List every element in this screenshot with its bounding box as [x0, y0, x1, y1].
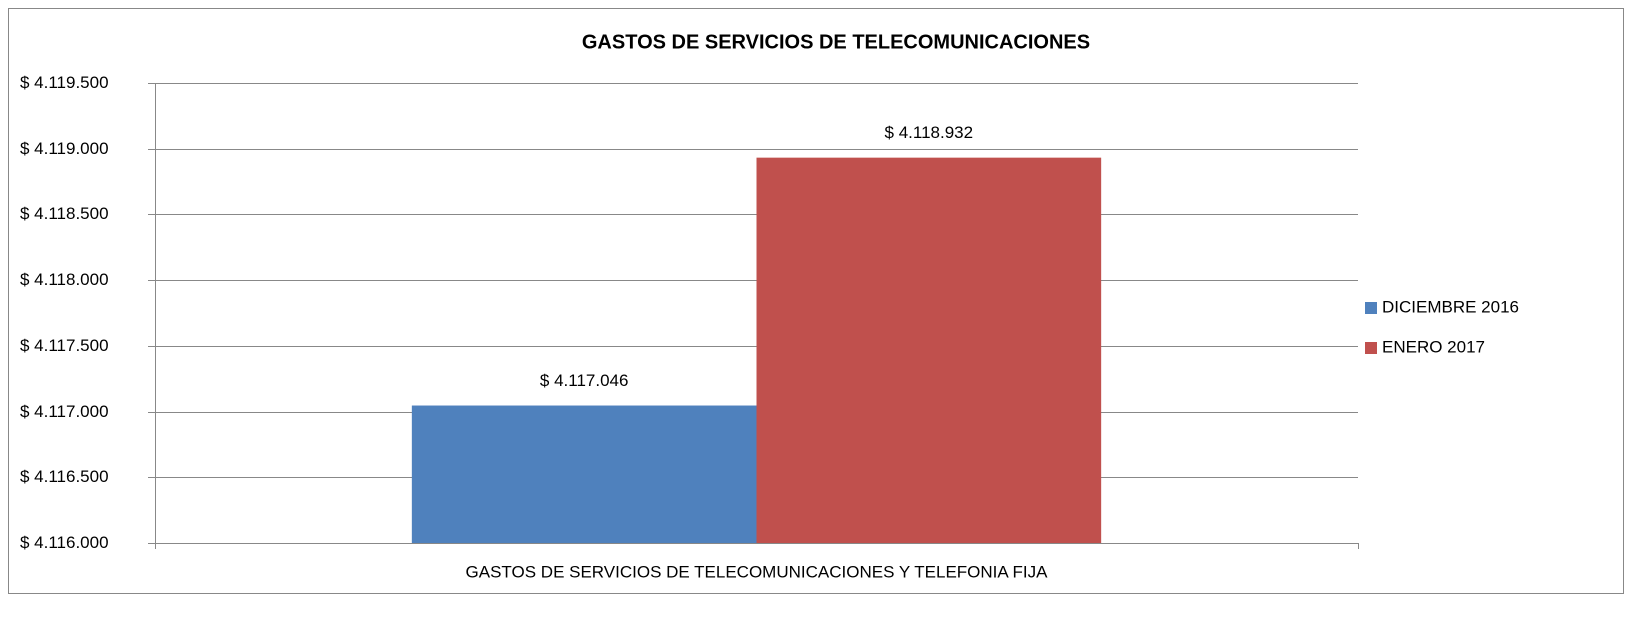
legend-swatch: [1365, 302, 1377, 314]
y-tick-label: $ 4.117.500: [20, 336, 109, 355]
y-tick-label: $ 4.119.000: [20, 139, 109, 158]
y-tick-label: $ 4.116.500: [20, 467, 109, 486]
bar: [756, 157, 1102, 543]
y-tick-label: $ 4.119.500: [20, 73, 109, 92]
y-tick-label: $ 4.116.000: [20, 533, 109, 552]
legend-label: ENERO 2017: [1382, 337, 1485, 356]
data-label: $ 4.117.046: [540, 371, 629, 390]
x-tick-label: GASTOS DE SERVICIOS DE TELECOMUNICACIONE…: [466, 562, 1049, 581]
chart-title: GASTOS DE SERVICIOS DE TELECOMUNICACIONE…: [582, 31, 1090, 53]
legend-label: DICIEMBRE 2016: [1382, 297, 1519, 316]
y-tick-label: $ 4.118.500: [20, 204, 109, 223]
y-tick-label: $ 4.117.000: [20, 402, 109, 421]
y-tick-label: $ 4.118.000: [20, 270, 109, 289]
legend-swatch: [1365, 342, 1377, 354]
bar: [411, 405, 757, 543]
data-label: $ 4.118.932: [885, 123, 974, 142]
